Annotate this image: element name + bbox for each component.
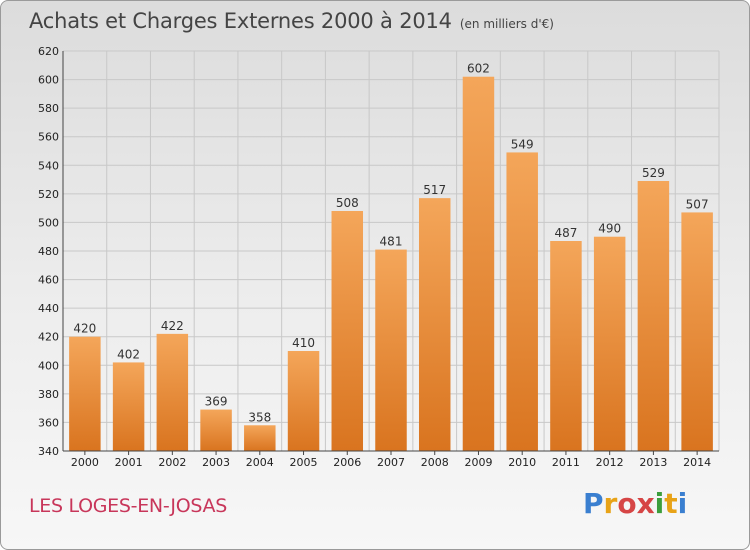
bar-2010 <box>506 152 538 451</box>
x-tick-label: 2009 <box>464 456 492 469</box>
x-tick-label: 2006 <box>333 456 361 469</box>
x-tick-label: 2005 <box>290 456 318 469</box>
data-label: 507 <box>686 197 709 211</box>
x-tick-label: 2013 <box>639 456 667 469</box>
y-tick-label: 440 <box>38 302 59 315</box>
x-tick-label: 2014 <box>683 456 711 469</box>
x-tick-label: 2004 <box>246 456 274 469</box>
logo-letter: t <box>664 487 678 520</box>
x-tick-label: 2003 <box>202 456 230 469</box>
x-tick-label: 2000 <box>71 456 99 469</box>
chart-title: Achats et Charges Externes 2000 à 2014 (e… <box>29 9 554 33</box>
logo-letter: r <box>603 487 618 520</box>
x-tick-label: 2001 <box>115 456 143 469</box>
y-tick-label: 500 <box>38 216 59 229</box>
y-tick-label: 420 <box>38 331 59 344</box>
data-label: 369 <box>205 395 228 409</box>
data-label: 549 <box>511 137 534 151</box>
y-tick-label: 480 <box>38 245 59 258</box>
x-tick-label: 2008 <box>421 456 449 469</box>
data-label: 410 <box>292 336 315 350</box>
y-tick-label: 400 <box>38 359 59 372</box>
bars: 420 402 422 369 358 410 508 481 517 602 549 487 490 5… <box>69 62 713 451</box>
y-tick-label: 460 <box>38 274 59 287</box>
bar-2008 <box>418 198 451 451</box>
x-tick-label: 2002 <box>158 456 186 469</box>
bar-2006 <box>331 211 364 451</box>
data-label: 517 <box>423 183 446 197</box>
bar-2002 <box>156 333 189 451</box>
bar-2009 <box>462 76 495 451</box>
x-tick-label: 2011 <box>552 456 580 469</box>
data-label: 529 <box>642 166 665 180</box>
logo-letter: x <box>636 487 655 520</box>
data-label: 490 <box>598 222 621 236</box>
logo-letter: i <box>677 487 688 520</box>
y-tick-label: 380 <box>38 388 59 401</box>
y-tick-label: 520 <box>38 188 59 201</box>
data-label: 358 <box>248 410 271 424</box>
bar-2004 <box>244 425 276 451</box>
y-tick-label: 600 <box>38 74 59 87</box>
data-label: 422 <box>161 319 184 333</box>
y-tick-label: 340 <box>38 445 59 458</box>
logo-letter: P <box>583 487 604 520</box>
chart-title-text: Achats et Charges Externes 2000 à 2014 <box>29 9 452 33</box>
bar-2012 <box>593 236 626 451</box>
data-label: 602 <box>467 62 490 76</box>
commune-name: LES LOGES-EN-JOSAS <box>29 495 227 517</box>
y-tick-label: 540 <box>38 159 59 172</box>
bar-2003 <box>200 409 232 451</box>
bar-2001 <box>112 362 145 451</box>
logo-letter: i <box>654 487 665 520</box>
x-tick-label: 2010 <box>508 456 536 469</box>
logo-letter: o <box>617 487 637 520</box>
bar-2011 <box>550 241 582 451</box>
proxiti-logo: Proxiti <box>583 487 687 520</box>
bar-2007 <box>375 249 407 451</box>
data-label: 487 <box>554 226 577 240</box>
bar-2000 <box>69 336 101 451</box>
x-tick-label: 2007 <box>377 456 405 469</box>
data-label: 481 <box>380 235 403 249</box>
bar-2005 <box>287 351 320 451</box>
y-tick-label: 620 <box>38 45 59 58</box>
x-tick-label: 2012 <box>596 456 624 469</box>
y-tick-label: 560 <box>38 131 59 144</box>
data-label: 508 <box>336 196 359 210</box>
y-tick-label: 360 <box>38 416 59 429</box>
data-label: 420 <box>73 322 96 336</box>
chart-subtitle: (en milliers d'€) <box>459 17 554 31</box>
axes: 340 360 380 400 420 440 460 480 500 520 540 560 580 6… <box>38 45 719 469</box>
data-label: 402 <box>117 347 140 361</box>
bar-2013 <box>637 181 670 451</box>
bar-2014 <box>681 212 713 451</box>
y-tick-label: 580 <box>38 102 59 115</box>
